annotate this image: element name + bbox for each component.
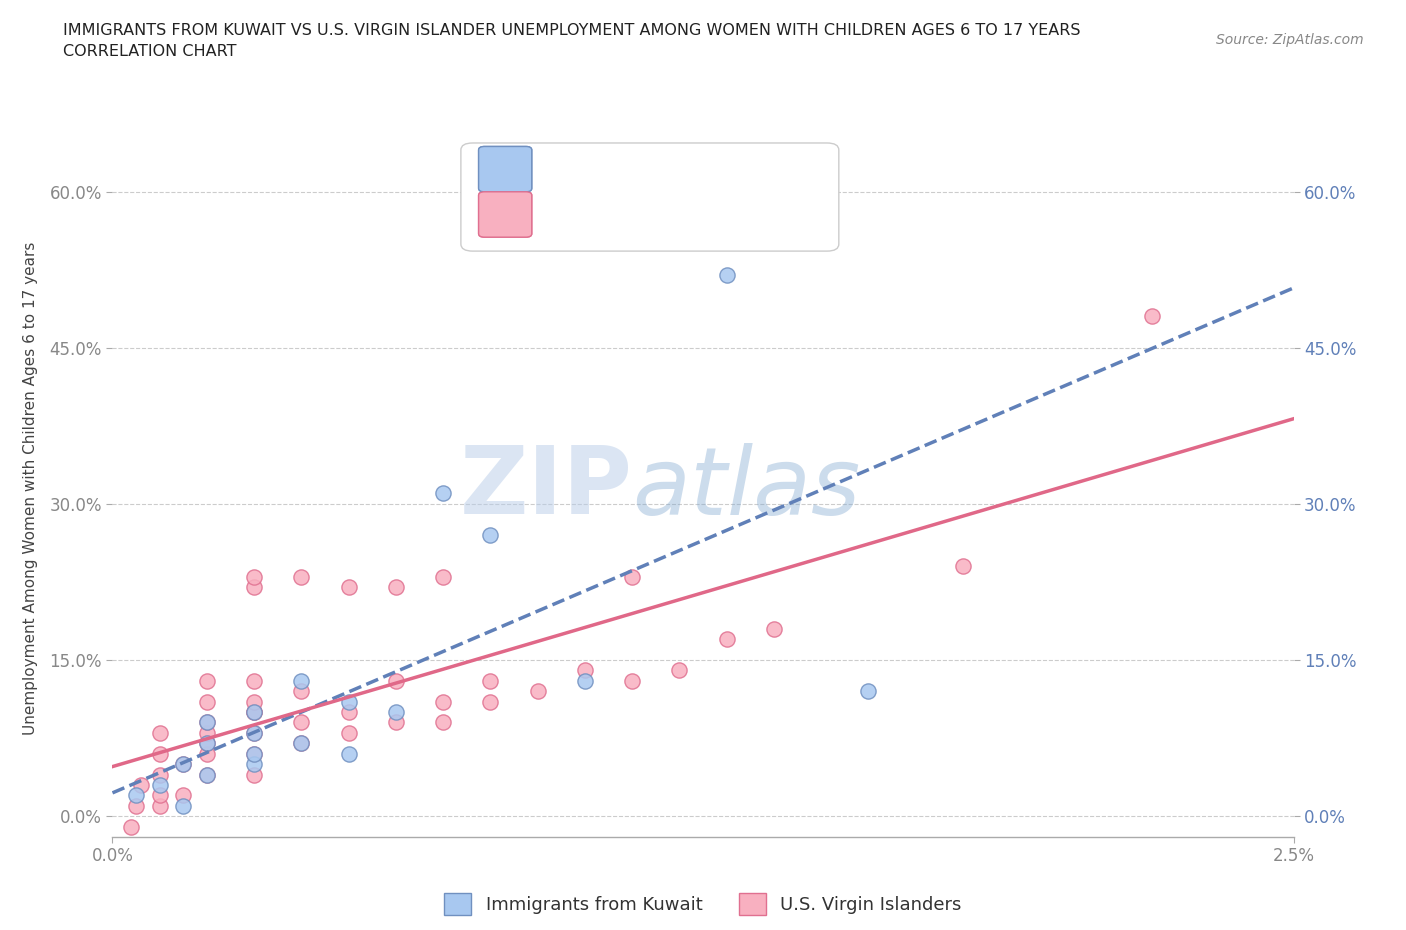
Text: R = 0.557   N = 21: R = 0.557 N = 21 bbox=[550, 161, 720, 179]
Point bbox=[337, 725, 360, 740]
Point bbox=[621, 569, 644, 584]
Point bbox=[337, 579, 360, 594]
Point bbox=[195, 736, 218, 751]
Point bbox=[195, 725, 218, 740]
Point bbox=[172, 757, 194, 772]
Point bbox=[432, 569, 454, 584]
Text: R = 0.542   N = 50: R = 0.542 N = 50 bbox=[550, 206, 720, 224]
Point bbox=[195, 736, 218, 751]
Point bbox=[385, 715, 408, 730]
Point bbox=[243, 757, 266, 772]
Point bbox=[526, 684, 548, 698]
Point bbox=[290, 715, 312, 730]
Point bbox=[574, 663, 596, 678]
Text: Source: ZipAtlas.com: Source: ZipAtlas.com bbox=[1216, 33, 1364, 46]
Point bbox=[243, 746, 266, 761]
Point bbox=[574, 673, 596, 688]
Point bbox=[858, 684, 880, 698]
Point bbox=[120, 819, 142, 834]
Point bbox=[243, 725, 266, 740]
FancyBboxPatch shape bbox=[478, 192, 531, 237]
Text: atlas: atlas bbox=[633, 443, 860, 534]
Point bbox=[290, 684, 312, 698]
Point bbox=[668, 663, 690, 678]
Text: ZIP: ZIP bbox=[460, 443, 633, 534]
Text: CORRELATION CHART: CORRELATION CHART bbox=[63, 44, 236, 59]
Point bbox=[149, 788, 172, 803]
Point bbox=[337, 746, 360, 761]
Point bbox=[149, 777, 172, 792]
Point bbox=[195, 767, 218, 782]
Point bbox=[432, 486, 454, 501]
Point bbox=[290, 736, 312, 751]
Point bbox=[243, 725, 266, 740]
Point bbox=[243, 767, 266, 782]
Legend: Immigrants from Kuwait, U.S. Virgin Islanders: Immigrants from Kuwait, U.S. Virgin Isla… bbox=[437, 885, 969, 923]
Point bbox=[621, 673, 644, 688]
Point bbox=[195, 746, 218, 761]
Point bbox=[195, 694, 218, 709]
Point bbox=[243, 705, 266, 720]
Point bbox=[243, 569, 266, 584]
Point bbox=[149, 746, 172, 761]
Point bbox=[149, 798, 172, 813]
Point bbox=[290, 569, 312, 584]
Point bbox=[125, 798, 148, 813]
Point bbox=[337, 705, 360, 720]
Point bbox=[337, 694, 360, 709]
Point bbox=[243, 694, 266, 709]
FancyBboxPatch shape bbox=[478, 147, 531, 192]
Point bbox=[479, 527, 502, 542]
Point bbox=[149, 725, 172, 740]
Point bbox=[290, 736, 312, 751]
Point bbox=[243, 579, 266, 594]
FancyBboxPatch shape bbox=[461, 143, 839, 251]
Point bbox=[172, 798, 194, 813]
Point bbox=[479, 694, 502, 709]
Point bbox=[290, 673, 312, 688]
Point bbox=[243, 705, 266, 720]
Point bbox=[716, 631, 738, 646]
Point bbox=[172, 788, 194, 803]
Point bbox=[762, 621, 785, 636]
Point bbox=[432, 694, 454, 709]
Point bbox=[129, 777, 152, 792]
Point bbox=[125, 788, 148, 803]
Point bbox=[195, 715, 218, 730]
Y-axis label: Unemployment Among Women with Children Ages 6 to 17 years: Unemployment Among Women with Children A… bbox=[24, 242, 38, 735]
Point bbox=[952, 559, 974, 574]
Point bbox=[1140, 309, 1163, 324]
Point bbox=[195, 673, 218, 688]
Point bbox=[195, 715, 218, 730]
Point bbox=[432, 715, 454, 730]
Point bbox=[479, 673, 502, 688]
Point bbox=[195, 767, 218, 782]
Point bbox=[243, 746, 266, 761]
Point bbox=[385, 579, 408, 594]
Point bbox=[172, 757, 194, 772]
Text: IMMIGRANTS FROM KUWAIT VS U.S. VIRGIN ISLANDER UNEMPLOYMENT AMONG WOMEN WITH CHI: IMMIGRANTS FROM KUWAIT VS U.S. VIRGIN IS… bbox=[63, 23, 1081, 38]
Point bbox=[243, 673, 266, 688]
Point bbox=[149, 767, 172, 782]
Point bbox=[385, 705, 408, 720]
Point bbox=[385, 673, 408, 688]
Point bbox=[716, 268, 738, 283]
Point bbox=[243, 705, 266, 720]
